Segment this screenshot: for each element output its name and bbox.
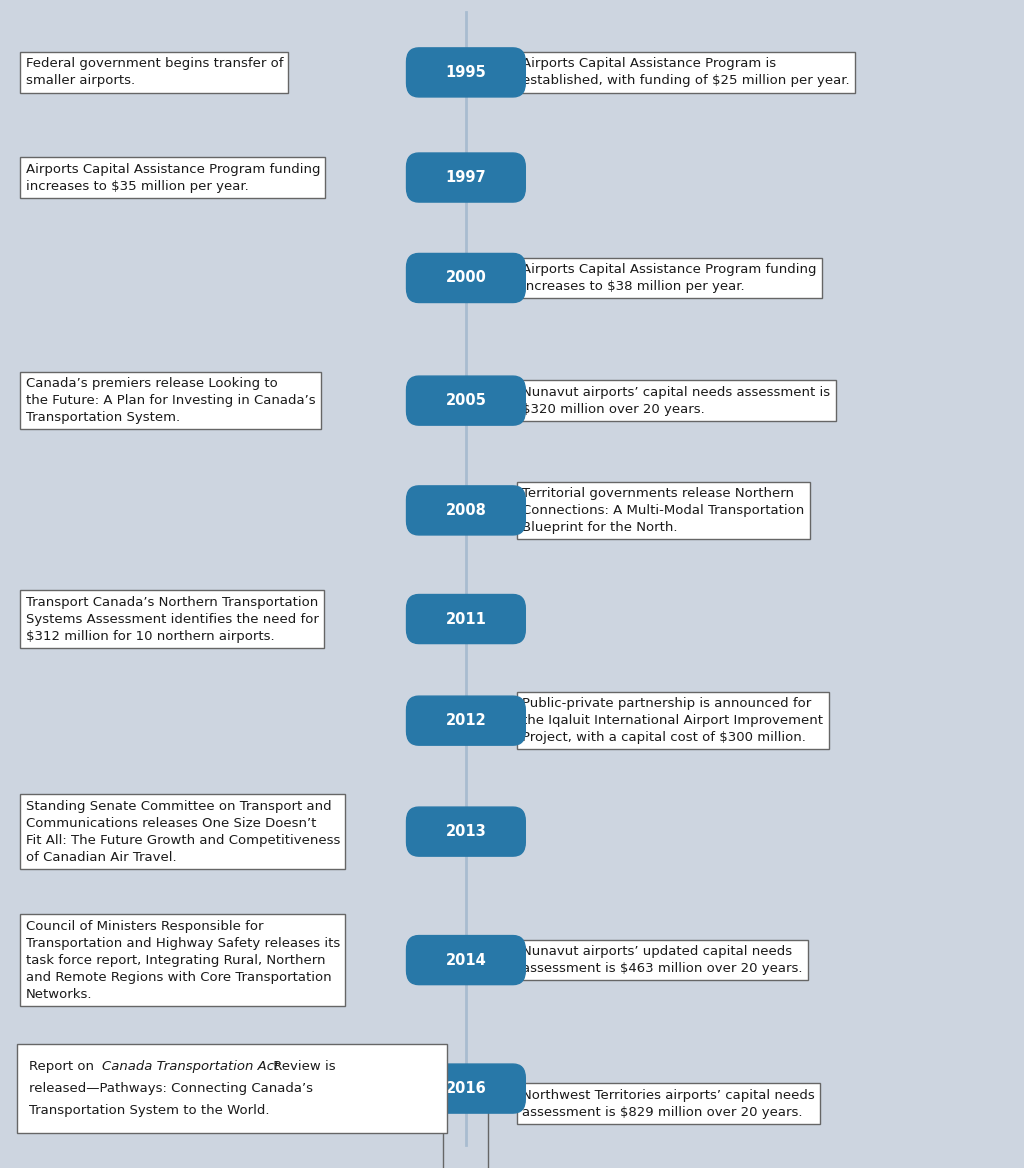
Text: Nunavut airports’ updated capital needs
assessment is $463 million over 20 years: Nunavut airports’ updated capital needs … xyxy=(522,945,803,975)
Text: released—Pathways: Connecting Canada’s: released—Pathways: Connecting Canada’s xyxy=(29,1082,312,1096)
Text: Airports Capital Assistance Program funding
increases to $35 million per year.: Airports Capital Assistance Program fund… xyxy=(26,162,321,193)
Text: Territorial governments release Northern
Connections: A Multi-Modal Transportati: Territorial governments release Northern… xyxy=(522,487,805,534)
FancyBboxPatch shape xyxy=(407,153,525,202)
FancyBboxPatch shape xyxy=(407,936,525,985)
Text: Report on: Report on xyxy=(29,1059,98,1073)
Text: Transportation System to the World.: Transportation System to the World. xyxy=(29,1104,269,1118)
Text: Transport Canada’s Northern Transportation
Systems Assessment identifies the nee: Transport Canada’s Northern Transportati… xyxy=(26,596,318,642)
Text: 2008: 2008 xyxy=(445,503,486,517)
Text: 2013: 2013 xyxy=(445,825,486,839)
Text: Northwest Territories airports’ capital needs
assessment is $829 million over 20: Northwest Territories airports’ capital … xyxy=(522,1089,815,1119)
FancyBboxPatch shape xyxy=(407,1064,525,1113)
Text: 2012: 2012 xyxy=(445,714,486,728)
FancyBboxPatch shape xyxy=(407,486,525,535)
FancyBboxPatch shape xyxy=(407,595,525,644)
Text: 2014: 2014 xyxy=(445,953,486,967)
Text: Airports Capital Assistance Program funding
increases to $38 million per year.: Airports Capital Assistance Program fund… xyxy=(522,263,817,293)
Text: Nunavut airports’ capital needs assessment is
$320 million over 20 years.: Nunavut airports’ capital needs assessme… xyxy=(522,385,830,416)
FancyBboxPatch shape xyxy=(407,696,525,745)
Text: Airports Capital Assistance Program is
established, with funding of $25 million : Airports Capital Assistance Program is e… xyxy=(522,57,850,88)
Text: 2016: 2016 xyxy=(445,1082,486,1096)
Text: 1997: 1997 xyxy=(445,171,486,185)
FancyBboxPatch shape xyxy=(407,376,525,425)
Text: 2005: 2005 xyxy=(445,394,486,408)
Text: Canada Transportation Act: Canada Transportation Act xyxy=(102,1059,280,1073)
Text: Public-private partnership is announced for
the Iqaluit International Airport Im: Public-private partnership is announced … xyxy=(522,697,823,744)
Text: 2011: 2011 xyxy=(445,612,486,626)
FancyBboxPatch shape xyxy=(17,1044,447,1133)
Text: Federal government begins transfer of
smaller airports.: Federal government begins transfer of sm… xyxy=(26,57,283,88)
Text: Canada’s premiers release Looking to
the Future: A Plan for Investing in Canada’: Canada’s premiers release Looking to the… xyxy=(26,377,315,424)
Text: Report on  Canada Transportation Act  Review is
released—Pathways: Connecting Ca: Report on Canada Transportation Act Revi… xyxy=(26,1065,347,1112)
Text: Standing Senate Committee on Transport and
Communications releases One Size Does: Standing Senate Committee on Transport a… xyxy=(26,800,340,863)
Text: 1995: 1995 xyxy=(445,65,486,79)
FancyBboxPatch shape xyxy=(407,48,525,97)
FancyBboxPatch shape xyxy=(407,807,525,856)
FancyBboxPatch shape xyxy=(407,253,525,303)
Text: Council of Ministers Responsible for
Transportation and Highway Safety releases : Council of Ministers Responsible for Tra… xyxy=(26,919,340,1001)
Text: 2000: 2000 xyxy=(445,271,486,285)
Text: Review is: Review is xyxy=(269,1059,336,1073)
